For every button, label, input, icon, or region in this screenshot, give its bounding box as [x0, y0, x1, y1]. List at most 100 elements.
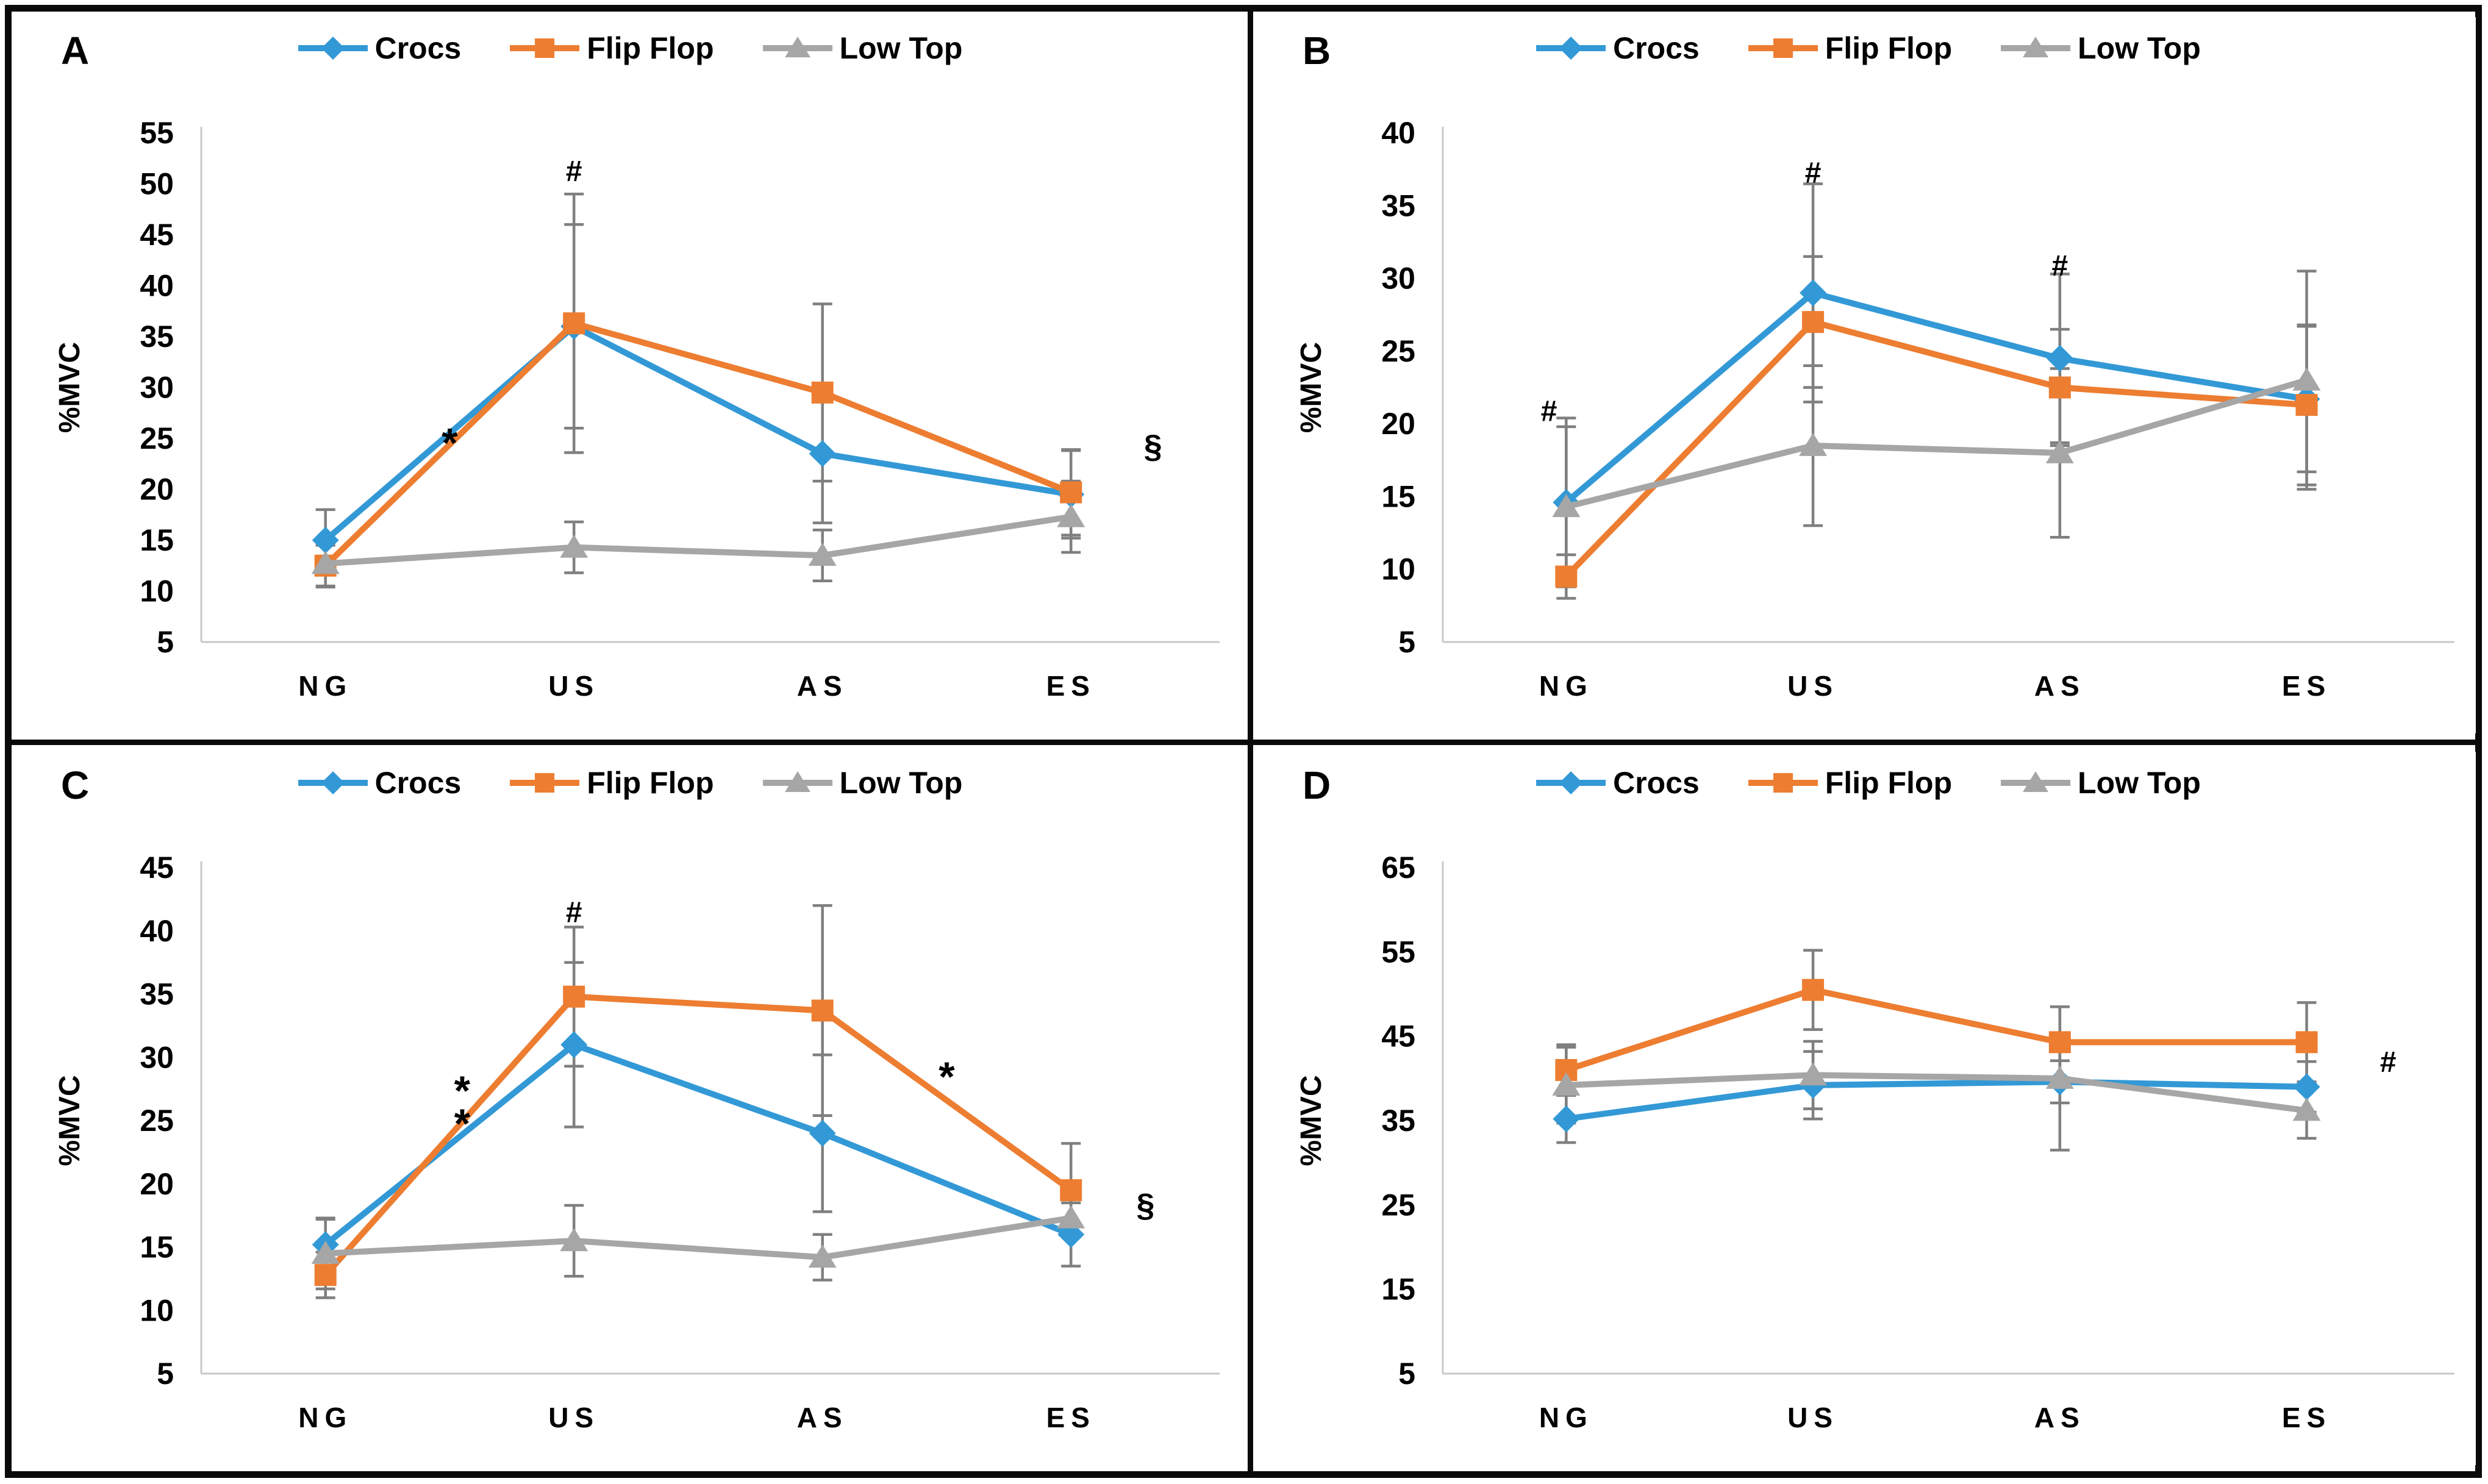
panel-A-legend: Crocs Flip Flop Low Top — [297, 30, 962, 66]
triangle-marker-icon — [784, 37, 810, 57]
series-line — [1563, 377, 2310, 510]
square-marker-icon — [811, 381, 834, 404]
square-marker-icon — [2048, 376, 2071, 399]
y-tick-label: 20 — [1381, 407, 1415, 441]
x-category-label: ES — [2282, 1402, 2331, 1433]
series-line — [1563, 1072, 2310, 1114]
y-tick-label: 45 — [140, 851, 174, 885]
series-low-top — [1552, 367, 2321, 518]
y-tick-label: 25 — [1381, 1188, 1415, 1222]
legend-label: Crocs — [1613, 31, 1700, 65]
y-tick-label: 15 — [1381, 1272, 1415, 1307]
diamond-marker-icon — [560, 1031, 588, 1058]
square-marker-icon — [535, 38, 555, 58]
diamond-marker-icon — [1559, 771, 1583, 794]
square-marker-icon — [535, 773, 555, 793]
diamond-marker-icon — [809, 1119, 836, 1147]
triangle-marker-icon — [1552, 1072, 1581, 1096]
y-tick-label: 20 — [140, 1167, 174, 1201]
series-line — [322, 993, 1074, 1279]
series-low-top — [1552, 1062, 2321, 1121]
series-line — [322, 320, 1074, 569]
triangle-marker-icon — [808, 1244, 837, 1268]
square-marker-icon — [314, 1264, 337, 1286]
y-tick-label: 55 — [140, 116, 174, 150]
diamond-marker-icon — [1553, 1105, 1580, 1133]
y-tick-label: 40 — [140, 914, 174, 948]
diamond-marker-icon — [1800, 279, 1827, 307]
legend-label: Crocs — [1613, 766, 1700, 800]
x-category-label: NG — [1539, 670, 1593, 702]
x-category-label: NG — [298, 670, 352, 702]
square-marker-icon — [1802, 979, 1825, 1001]
x-category-label: US — [1787, 1402, 1839, 1433]
panel-D-header: D Crocs Flip Flop Low Top — [1260, 752, 2476, 831]
square-marker-icon — [1060, 1179, 1082, 1202]
panel-B: B Crocs Flip Flop Low Top 40 35 30 25 20 15 10 5%… — [1260, 17, 2476, 733]
square-marker-icon — [1802, 311, 1825, 334]
triangle-marker-icon — [2292, 1097, 2321, 1121]
square-marker-icon — [2295, 1031, 2318, 1054]
panel-B-legend: Crocs Flip Flop Low Top — [1535, 30, 2201, 66]
diamond-marker-icon — [1536, 37, 1606, 60]
legend-item-crocs: Crocs — [297, 30, 462, 66]
legend-label: Flip Flop — [587, 766, 714, 800]
significance-annotation: * — [441, 420, 458, 466]
triangle-marker-icon — [762, 771, 832, 792]
legend-item-flip-flop: Flip Flop — [509, 30, 714, 66]
square-marker-icon — [1555, 565, 1578, 588]
panel-B-header: B Crocs Flip Flop Low Top — [1260, 17, 2476, 96]
triangle-marker-icon — [311, 551, 340, 574]
series-line — [322, 513, 1074, 567]
x-category-label: AS — [797, 1402, 848, 1433]
triangle-marker-icon — [311, 1240, 340, 1264]
legend-label: Low Top — [2078, 31, 2201, 65]
y-tick-label: 35 — [1381, 188, 1415, 223]
x-category-label: US — [1787, 670, 1839, 702]
triangle-marker-icon — [560, 534, 588, 558]
panel-D-label: D — [1303, 763, 1331, 807]
y-tick-label: 30 — [140, 371, 174, 405]
panel-C-label: C — [61, 763, 90, 807]
panel-A: A Crocs Flip Flop Low Top 55 50 45 40 35 30 25 20… — [18, 17, 1241, 733]
legend-item-low-top: Low Top — [2000, 30, 2201, 66]
series-flip-flop — [314, 985, 1082, 1286]
legend-label: Crocs — [374, 31, 462, 65]
legend-item-crocs: Crocs — [297, 765, 462, 801]
diamond-marker-icon — [298, 771, 368, 794]
square-marker-icon — [1060, 481, 1082, 504]
y-tick-label: 50 — [140, 167, 174, 201]
series-line — [322, 323, 1074, 543]
significance-annotation: § — [1136, 1187, 1154, 1224]
x-category-label: NG — [298, 1402, 352, 1433]
series-crocs — [312, 313, 1085, 554]
legend-item-flip-flop: Flip Flop — [509, 765, 714, 801]
triangle-marker-icon — [1057, 1205, 1085, 1229]
y-tick-label: 30 — [1381, 262, 1415, 296]
y-axis-title: %MVC — [1295, 342, 1328, 433]
legend-item-low-top: Low Top — [762, 765, 962, 801]
square-marker-icon — [1748, 773, 1818, 793]
y-tick-label: 15 — [140, 523, 174, 557]
significance-annotation: # — [1805, 157, 1821, 189]
triangle-marker-icon — [784, 771, 810, 792]
y-axis-title: %MVC — [54, 342, 86, 433]
legend-item-crocs: Crocs — [1535, 765, 1700, 801]
triangle-marker-icon — [1552, 494, 1581, 518]
x-category-label: AS — [2034, 670, 2086, 702]
legend-label: Flip Flop — [1825, 766, 1953, 800]
panel-D-legend: Crocs Flip Flop Low Top — [1535, 765, 2201, 801]
y-tick-label: 25 — [140, 421, 174, 455]
y-tick-label: 55 — [1381, 935, 1415, 969]
y-tick-label: 45 — [140, 218, 174, 252]
legend-label: Crocs — [374, 766, 462, 800]
diamond-marker-icon — [321, 771, 345, 794]
triangle-marker-icon — [1799, 432, 1828, 456]
x-category-label: US — [548, 1402, 599, 1433]
y-tick-label: 35 — [140, 319, 174, 354]
significance-annotation: * — [938, 1054, 955, 1100]
significance-annotation: # — [566, 155, 582, 188]
y-tick-label: 65 — [1381, 851, 1415, 885]
x-category-label: ES — [2282, 670, 2331, 702]
x-category-label: ES — [1046, 670, 1096, 702]
